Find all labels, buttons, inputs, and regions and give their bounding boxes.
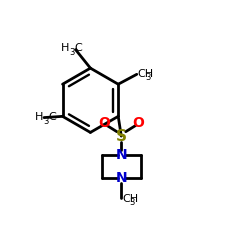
Text: H: H [35,112,43,122]
Text: N: N [116,171,127,185]
Text: CH: CH [138,69,154,79]
Text: H: H [61,43,69,53]
Text: CH: CH [122,194,138,204]
Text: 3: 3 [145,73,150,82]
Text: C: C [74,43,82,53]
Text: S: S [116,128,127,144]
Text: N: N [116,148,127,162]
Text: O: O [98,116,110,130]
Text: 3: 3 [130,198,135,207]
Text: C: C [48,112,56,122]
Text: 3: 3 [44,116,49,126]
Text: 3: 3 [70,48,75,57]
Text: O: O [133,116,144,130]
